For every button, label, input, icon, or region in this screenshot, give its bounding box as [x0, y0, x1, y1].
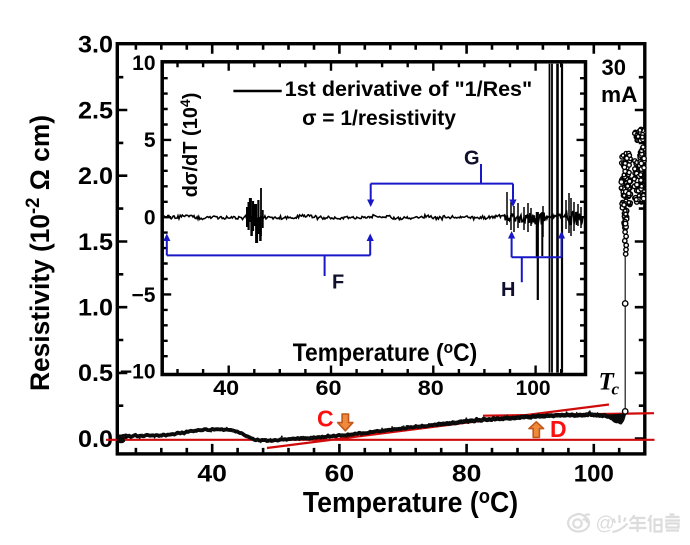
svg-text:10: 10 — [132, 52, 155, 75]
svg-text:G: G — [464, 148, 480, 170]
svg-text:0: 0 — [144, 207, 156, 230]
svg-text:C: C — [317, 406, 334, 432]
svg-text:T: T — [599, 369, 616, 396]
svg-text:F: F — [332, 272, 344, 294]
svg-text:30: 30 — [602, 55, 626, 80]
svg-text:5: 5 — [144, 129, 156, 152]
svg-text:2.0: 2.0 — [78, 163, 113, 190]
svg-text:3.0: 3.0 — [78, 32, 113, 59]
svg-text:c: c — [612, 380, 620, 399]
svg-text:−10: −10 — [120, 360, 156, 383]
svg-text:40: 40 — [197, 461, 227, 488]
svg-text:1st derivative of "1/Res": 1st derivative of "1/Res" — [285, 77, 532, 101]
svg-text:1.0: 1.0 — [78, 295, 113, 322]
svg-text:60: 60 — [316, 377, 342, 400]
svg-text:dσ/dT (104): dσ/dT (104) — [177, 93, 202, 198]
svg-text:1.5: 1.5 — [78, 229, 113, 256]
svg-text:mA: mA — [601, 82, 638, 107]
svg-text:100: 100 — [516, 377, 551, 400]
svg-text:D: D — [550, 416, 567, 442]
svg-text:60: 60 — [325, 461, 355, 488]
svg-text:−5: −5 — [132, 284, 156, 307]
svg-text:40: 40 — [213, 377, 239, 400]
svg-text:H: H — [501, 279, 515, 301]
svg-text:80: 80 — [418, 377, 444, 400]
svg-text:100: 100 — [574, 461, 614, 488]
svg-text:2.5: 2.5 — [78, 97, 113, 124]
svg-text:80: 80 — [452, 461, 482, 488]
svg-text:@: @ — [596, 514, 615, 535]
svg-text:σ = 1/resistivity: σ = 1/resistivity — [302, 107, 456, 130]
svg-text:Resistivity (10-2 Ω cm): Resistivity (10-2 Ω cm) — [22, 115, 55, 391]
svg-text:0.5: 0.5 — [78, 360, 113, 387]
